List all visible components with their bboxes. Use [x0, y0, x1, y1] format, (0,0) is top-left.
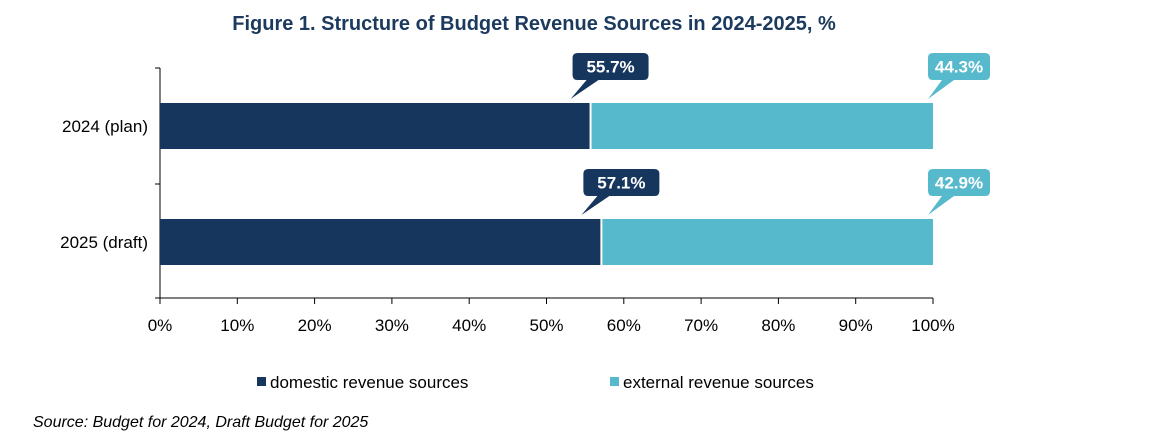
x-tick-label: 10%: [220, 316, 254, 335]
category-label: 2024 (plan): [62, 117, 148, 136]
chart-title: Figure 1. Structure of Budget Revenue So…: [232, 13, 836, 35]
bar-external: [601, 219, 933, 265]
legend-swatch: [257, 377, 266, 386]
x-tick-label: 80%: [761, 316, 795, 335]
data-label-domestic: 57.1%: [597, 174, 645, 193]
x-tick-label: 70%: [684, 316, 718, 335]
bar-external: [590, 103, 933, 149]
legend-swatch: [610, 377, 619, 386]
legend-label: domestic revenue sources: [270, 373, 468, 392]
category-label: 2025 (draft): [60, 233, 148, 252]
x-tick-label: 20%: [298, 316, 332, 335]
data-label-domestic-bubble: [581, 169, 660, 215]
data-label-external: 42.9%: [935, 174, 983, 193]
data-label-domestic-bubble: [570, 53, 649, 99]
source-note: Source: Budget for 2024, Draft Budget fo…: [33, 414, 369, 431]
data-label-external-bubble: [928, 53, 990, 99]
x-tick-label: 100%: [911, 316, 954, 335]
legend-label: external revenue sources: [623, 373, 814, 392]
data-label-external-bubble: [928, 169, 990, 215]
x-tick-label: 40%: [452, 316, 486, 335]
x-tick-label: 30%: [375, 316, 409, 335]
data-label-domestic: 55.7%: [586, 58, 634, 77]
data-label-external: 44.3%: [935, 58, 983, 77]
x-tick-label: 50%: [529, 316, 563, 335]
x-tick-label: 90%: [839, 316, 873, 335]
bar-domestic: [160, 219, 602, 265]
x-tick-label: 60%: [607, 316, 641, 335]
bar-domestic: [160, 103, 591, 149]
x-tick-label: 0%: [148, 316, 173, 335]
